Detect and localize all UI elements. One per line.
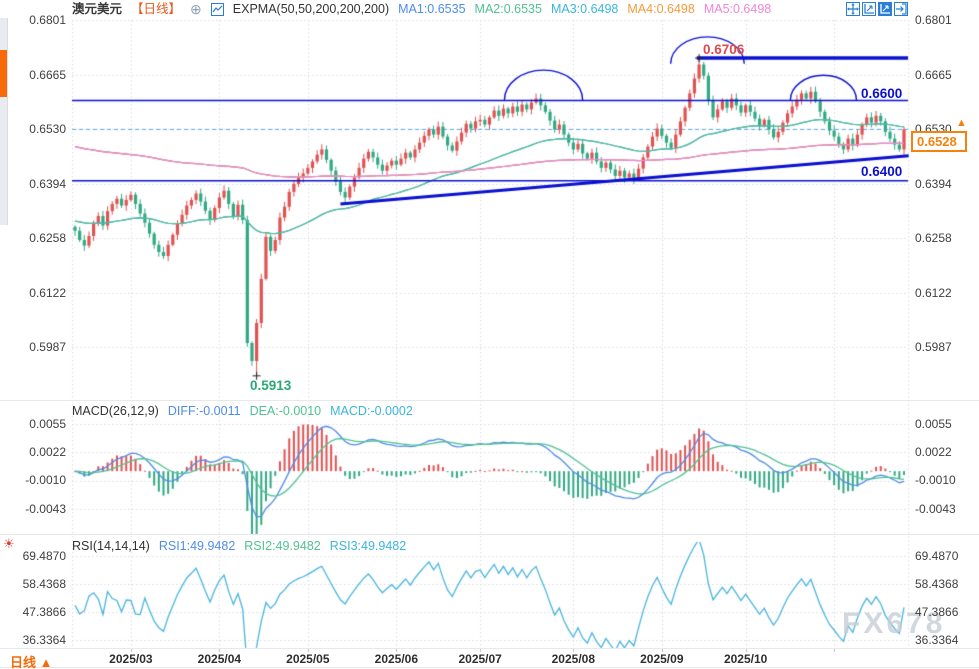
exit-fullscreen-icon[interactable] [894, 2, 908, 16]
macd-dea-value: DEA:-0.0010 [249, 404, 322, 418]
current-price-box: 0.6528 [911, 131, 967, 152]
macd-diff-value: DIFF:-0.0011 [167, 404, 241, 418]
ma1-value: MA1:0.6535 [398, 2, 466, 16]
price-tick: 0.6530 [29, 122, 66, 136]
price-tick: 0.6122 [915, 286, 952, 300]
symbol-name: 澳元美元 [72, 2, 123, 16]
timeframe-selector[interactable]: 日线 ▲ [10, 655, 53, 669]
price-tick: 0.5987 [915, 340, 952, 354]
expma-label: EXPMA(50,50,200,200,200) [232, 2, 390, 16]
ma3-value: MA3:0.6498 [550, 2, 619, 16]
price-up-arrow-icon: ▲ [956, 117, 967, 129]
macd-tick: 0.0022 [915, 445, 952, 459]
price-tick: 0.6665 [29, 68, 66, 82]
price-tick: 0.6394 [915, 177, 952, 191]
panel-separator [0, 400, 979, 401]
rsi-label: RSI(14,14,14) [72, 539, 150, 553]
alert-sun-icon[interactable]: ☀ [3, 536, 15, 551]
price-tick: 0.5987 [29, 340, 66, 354]
price-tick: 0.6801 [29, 13, 66, 27]
macd-tick: -0.0043 [25, 502, 66, 516]
timeframe-tag: 【日线】 [131, 2, 182, 16]
price-tick: 0.6258 [915, 231, 952, 245]
ma5-value: MA5:0.6498 [703, 2, 772, 16]
axis-scale-icon[interactable] [878, 2, 892, 16]
macd-tick: -0.0010 [25, 473, 66, 487]
expma-chart-icon[interactable] [210, 3, 224, 16]
macd-macd-value: MACD:-0.0002 [330, 404, 413, 418]
panel-separator [0, 648, 979, 649]
price-tick: 0.6258 [29, 231, 66, 245]
x-axis-month: 2025/03 [109, 652, 153, 666]
rsi-tick: 47.3866 [22, 605, 66, 619]
macd-tick: 0.0055 [915, 417, 952, 431]
ma2-value: MA2:0.6535 [474, 2, 542, 16]
peak-price-label: 0.6706 [703, 42, 745, 57]
rsi-tick: 69.4870 [22, 549, 66, 563]
rsi-tick: 58.4368 [915, 577, 959, 591]
axis-zoom-icon[interactable] [862, 2, 876, 16]
x-axis-month: 2025/07 [458, 652, 502, 666]
x-axis-month: 2025/10 [723, 652, 768, 666]
price-tick: 0.6665 [915, 68, 952, 82]
rsi-header: RSI(14,14,14) RSI1:49.9482 RSI2:49.9482 … [72, 539, 406, 554]
chart-header: 澳元美元 【日线】 ⊕ EXPMA(50,50,200,200,200) MA1… [72, 2, 771, 17]
x-axis-month: 2025/08 [551, 652, 596, 666]
rsi-tick: 69.4870 [915, 549, 959, 563]
rsi-tick: 58.4368 [22, 577, 66, 591]
low-price-label: 0.5913 [250, 378, 292, 393]
x-axis-month: 2025/06 [374, 652, 419, 666]
macd-tick: 0.0022 [29, 445, 66, 459]
x-axis-month: 2025/09 [640, 652, 684, 666]
chart-toolbar [846, 2, 908, 16]
x-axis-month: 2025/04 [197, 652, 242, 666]
rsi3-value: RSI3:49.9482 [329, 539, 407, 553]
price-tick: 0.6801 [915, 13, 952, 27]
macd-tick: 0.0055 [29, 417, 66, 431]
pan-move-icon[interactable] [846, 2, 860, 16]
price-tick: 0.6394 [29, 177, 66, 191]
price-tick: 0.6122 [29, 286, 66, 300]
resistance-price-label: 0.6600 [861, 86, 903, 101]
panel-separator [0, 534, 979, 535]
panel-separator [0, 667, 979, 668]
ma4-value: MA4:0.6498 [627, 2, 695, 16]
macd-header: MACD(26,12,9) DIFF:-0.0011 DEA:-0.0010 M… [72, 404, 413, 419]
rsi-tick: 36.3364 [22, 633, 66, 647]
rsi2-value: RSI2:49.9482 [244, 539, 321, 553]
add-indicator-icon[interactable]: ⊕ [190, 1, 202, 17]
macd-label: MACD(26,12,9) [72, 404, 159, 418]
macd-tick: -0.0043 [915, 502, 956, 516]
rsi1-value: RSI1:49.9482 [158, 539, 236, 553]
x-axis-month: 2025/05 [286, 652, 330, 666]
side-scrollbar-track[interactable] [0, 18, 8, 225]
rsi-tick: 36.3364 [915, 633, 959, 647]
macd-tick: -0.0010 [915, 473, 956, 487]
support-price-label: 0.6400 [861, 164, 903, 179]
watermark: FX678 [842, 607, 946, 640]
rsi-tick: 47.3866 [915, 605, 959, 619]
side-scrollbar-thumb[interactable] [0, 50, 7, 97]
